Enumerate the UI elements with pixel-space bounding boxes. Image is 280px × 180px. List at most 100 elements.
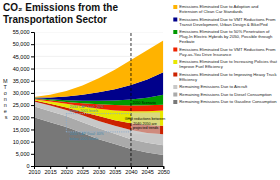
tick-label: 0 xyxy=(26,163,29,169)
tick: 2015 xyxy=(45,166,57,175)
text-line: 2050 Scenario xyxy=(133,101,156,105)
areas xyxy=(34,41,163,166)
grid-line xyxy=(34,32,163,33)
reference-line xyxy=(130,32,131,166)
tick-mark xyxy=(31,105,34,106)
text-line: Pay-as-You Drive Insurance xyxy=(179,52,232,57)
legend-swatch xyxy=(173,73,177,77)
tick: 20,000 xyxy=(13,115,34,121)
text-line: Transportation Sector xyxy=(3,14,107,25)
legend-label: Emissions Eliminated Due to Increasing P… xyxy=(179,59,278,69)
tick-mark xyxy=(31,142,34,143)
legend-item: Emissions Eliminated Due to Improving He… xyxy=(173,72,277,82)
tick-label: 15,000 xyxy=(13,127,30,133)
legend-item: Remaining Emissions Due to Diesel Consum… xyxy=(173,92,272,97)
tick-mark xyxy=(31,56,34,57)
legend-label: Remaining Emissions Due to Gasoline Cons… xyxy=(179,99,277,104)
tick: 45,000 xyxy=(13,54,34,60)
text-line: Improve Fuel Efficiency xyxy=(179,64,223,69)
text-line: Extension of Clean Car Standards xyxy=(179,9,242,14)
tick: 10,000 xyxy=(13,139,34,145)
legend-item: Emissions Eliminated Due to VMT Reductio… xyxy=(173,47,276,57)
tick-mark xyxy=(31,154,34,155)
chart-svg: Emissions Eliminated Due to Adoption and… xyxy=(0,0,280,180)
tick-label: 2050 xyxy=(158,169,170,175)
legend-label: Emissions Eliminated Due to Improving He… xyxy=(179,72,277,82)
tick-label: 2035 xyxy=(109,169,121,175)
text-line: Remaining Emissions Due to Gasoline Cons… xyxy=(179,99,277,104)
legend-item: Emissions Eliminated Due to Increasing P… xyxy=(173,59,278,69)
legend-swatch xyxy=(173,48,177,52)
text-line: projected trends xyxy=(133,126,159,130)
text-line: CO₂ Emissions from the xyxy=(3,2,118,13)
grid xyxy=(34,32,163,166)
plot-marks xyxy=(34,32,163,166)
tick: 30,000 xyxy=(13,90,34,96)
tick: 25,000 xyxy=(13,102,34,108)
tick: 50,000 xyxy=(13,41,34,47)
axis-line xyxy=(31,33,35,167)
tick-label: 2025 xyxy=(77,169,89,175)
tick-label: 45,000 xyxy=(13,54,30,60)
tick: 40,000 xyxy=(13,66,34,72)
text-line: Transit Development, Urban Design & Bike… xyxy=(179,22,268,27)
tick: 2050 xyxy=(158,166,170,175)
title: CO₂ Emissions from the Transportation Se… xyxy=(3,2,121,25)
y-axis-label: M T o n n e s xyxy=(3,78,9,120)
chart-container: Emissions Eliminated Due to Adoption and… xyxy=(0,0,280,180)
legend-item: Emissions Eliminated Due to 50% Penetrat… xyxy=(173,29,273,44)
tick-label: 2030 xyxy=(93,169,105,175)
legend-label: Remaining Emissions Due to Aircraft xyxy=(179,84,248,89)
legend-label: Emissions Eliminated Due to 50% Penetrat… xyxy=(179,29,273,44)
tick: 35,000 xyxy=(13,78,34,84)
legend-item: Emissions Eliminated Due to Adoption and… xyxy=(173,4,259,14)
tick-label: 30,000 xyxy=(13,90,30,96)
text-line: Efficiency xyxy=(179,77,198,82)
tick-label: 40,000 xyxy=(13,66,30,72)
annotation: GHG reductions between 2040-2050 are pro… xyxy=(125,117,166,130)
legend-swatch xyxy=(173,60,177,64)
text-line: below 2005 levels xyxy=(70,137,99,141)
tick: 15,000 xyxy=(13,127,34,133)
tick-label: 25,000 xyxy=(13,102,30,108)
legend-label: Emissions Eliminated Due to VMT Reductio… xyxy=(179,17,276,27)
tick-label: 2010 xyxy=(28,169,40,175)
legend-item: Emissions Eliminated Due to VMT Reductio… xyxy=(173,17,276,27)
tick-label: 5,000 xyxy=(16,151,30,157)
area xyxy=(34,41,163,98)
legend-swatch xyxy=(173,85,177,89)
tick-mark xyxy=(31,129,34,130)
text-line: Feebate xyxy=(179,39,195,44)
tick-mark xyxy=(31,93,34,94)
legend-swatch xyxy=(173,100,177,104)
legend-item: Remaining Emissions Due to Gasoline Cons… xyxy=(173,99,277,104)
tick-label: 2040 xyxy=(125,169,137,175)
tick: 5,000 xyxy=(16,151,34,157)
annotation: 2050 CAP Goal: 40% below 2005 levels xyxy=(70,132,105,140)
legend-swatch xyxy=(173,18,177,22)
y-axis: 0 5,000 10,000 15,000 20,000 25,000 30,000 35,0… xyxy=(13,29,35,169)
legend-label: Emissions Eliminated Due to Adoption and… xyxy=(179,4,259,14)
tick-label: 20,000 xyxy=(13,115,30,121)
annotations: 2030 CAP Goal: 20% below 2005 levels 2050… xyxy=(70,101,167,141)
legend-label: Remaining Emissions Due to Diesel Consum… xyxy=(179,92,272,97)
tick-label: 2045 xyxy=(142,169,154,175)
tick: 0 xyxy=(26,163,34,169)
text-line: Remaining Emissions Due to Diesel Consum… xyxy=(179,92,272,97)
tick-label: 50,000 xyxy=(13,41,30,47)
legend-swatch xyxy=(173,93,177,97)
tick-mark xyxy=(31,81,34,82)
legend-swatch xyxy=(173,5,177,9)
tick: 2025 xyxy=(77,166,89,175)
tick: 2020 xyxy=(61,166,73,175)
tick-mark xyxy=(31,117,34,118)
text-line: Remaining Emissions Due to Aircraft xyxy=(179,84,248,89)
projection-box xyxy=(131,112,160,134)
legend-label: Emissions Eliminated Due to VMT Reductio… xyxy=(179,47,276,57)
reference-line xyxy=(66,114,67,132)
tick: 2010 xyxy=(28,166,40,175)
legend: Emissions Eliminated Due to Adoption and… xyxy=(173,4,278,104)
tick-mark xyxy=(31,44,34,45)
annotation: 2030 CAP Goal: 20% below 2005 levels xyxy=(70,105,105,113)
text-line: below 2005 levels xyxy=(70,109,99,113)
